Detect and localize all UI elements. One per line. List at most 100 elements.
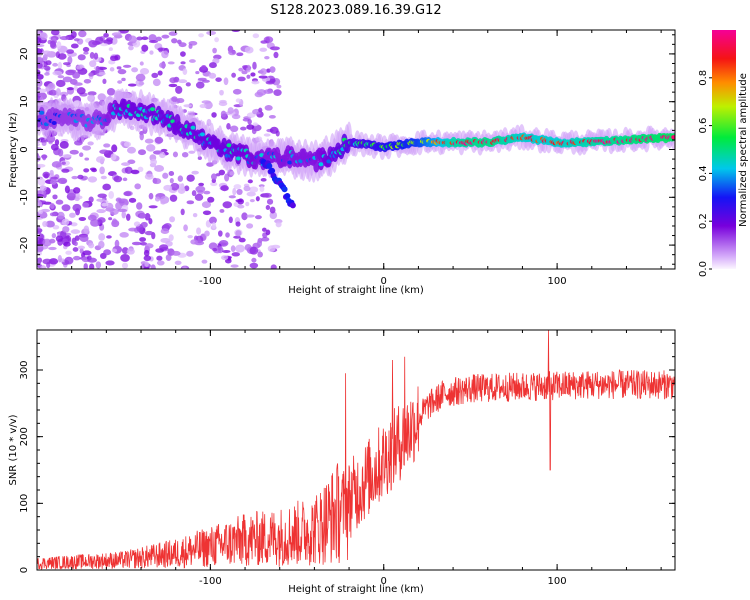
spectrogram-noise-blob (48, 89, 58, 96)
spectrogram-noise-blob (211, 112, 217, 118)
spectrogram-noise-blob (57, 61, 63, 70)
spectrogram-noise-blob (37, 62, 43, 69)
spectrogram-noise-blob (210, 173, 217, 181)
spectrogram-noise-blob (131, 67, 139, 73)
spectrogram-noise-blob (40, 265, 47, 269)
spectrogram-noise-blob (52, 70, 63, 76)
spectrogram-noise-blob (246, 124, 255, 130)
spectrogram-noise-blob (95, 261, 102, 269)
spectrogram-noise-blob (167, 61, 175, 65)
spectrogram-noise-blob (70, 222, 78, 227)
spectrogram-ridge-peak (149, 107, 155, 112)
spectrogram-noise-blob (40, 208, 51, 213)
spectrogram-noise-blob (72, 247, 79, 252)
spectrogram-noise-blob (78, 216, 87, 221)
snr-y-tick-label: 200 (19, 427, 30, 446)
spectrogram-noise-blob (185, 82, 191, 87)
spectrogram-noise-blob (161, 50, 169, 59)
spectrogram-noise-blob (175, 85, 183, 94)
spectrogram-noise-blob (265, 80, 275, 85)
spectrogram-noise-blob (89, 60, 97, 68)
spectrogram-noise-blob (178, 79, 188, 84)
spectrogram-noise-blob (95, 65, 100, 74)
spectrogram-noise-blob (73, 82, 83, 86)
colorbar-ticks: 0.0 0.2 0.4 0.6 0.8 (698, 70, 712, 277)
spectrogram-noise-blob (103, 143, 111, 148)
spectrogram-noise-blob (44, 65, 51, 71)
spectrogram-noise-blob (188, 150, 196, 154)
spectrogram-ridge-peak (235, 156, 241, 161)
spectrogram-noise-blob (151, 72, 159, 79)
spectrogram-noise-blob (235, 230, 242, 237)
spectrogram-noise-blob (49, 169, 54, 176)
spectrogram-noise-blob (206, 30, 217, 36)
spectrogram-noise-blob (269, 206, 276, 214)
spectrogram-noise-blob (232, 88, 242, 95)
spectrogram-noise-blob (41, 139, 49, 143)
spectrogram-noise-blob (264, 55, 270, 60)
spectrogram-noise-blob (51, 30, 60, 36)
colorbar: 0.0 0.2 0.4 0.6 0.8 Normalized spectral ampl… (698, 30, 749, 277)
spectrogram-noise-blob (67, 56, 73, 65)
spectrogram-noise-blob (51, 233, 57, 239)
spectrogram-noise-blob (149, 50, 154, 55)
spectrogram-noise-blob (64, 256, 74, 265)
spectrogram-noise-blob (83, 51, 89, 55)
spectrogram-noise-blob (45, 60, 52, 66)
spectrogram-noise-blob (49, 202, 55, 210)
figure-title: S128.2023.089.16.39.G12 (270, 3, 441, 18)
snr-y-tick-label: 300 (19, 360, 30, 379)
spectrogram-noise-blob (71, 175, 79, 180)
spectrogram-noise-blob (160, 200, 166, 205)
spectrogram-noise-blob (99, 166, 105, 175)
spectrogram-noise-blob (148, 205, 158, 209)
spectrogram-noise-blob (37, 57, 44, 64)
spectrogram-noise-blob (269, 211, 278, 220)
spectrogram-noise-blob (159, 152, 166, 159)
spectrogram-noise-blob (57, 75, 65, 79)
spectrogram-noise-blob (233, 235, 241, 239)
spectrogram-noise-blob (37, 48, 43, 55)
spectrogram-noise-blob (181, 151, 189, 158)
spectrogram-noise-blob (182, 68, 188, 75)
spectrogram-noise-blob (90, 218, 100, 227)
spectrogram-noise-blob (180, 208, 185, 216)
spectrogram-noise-blob (108, 190, 114, 199)
spectrogram-noise-blob (180, 51, 186, 57)
spectrogram-noise-blob (88, 196, 94, 203)
spectrogram-noise-blob (95, 156, 105, 163)
spectrogram-noise-blob (57, 255, 62, 263)
spectrogram-noise-blob (144, 213, 151, 221)
spectrogram-noise-blob (50, 176, 59, 180)
spectrogram-noise-blob (87, 257, 97, 263)
spectrogram-noise-blob (252, 61, 257, 70)
spectrogram-noise-blob (246, 191, 256, 197)
spectrogram-noise-blob (263, 89, 274, 94)
spectrogram-noise-blob (52, 194, 58, 200)
spectrogram-y-tick-label: 20 (19, 48, 30, 61)
spectrogram-noise-blob (168, 83, 178, 88)
spectrogram-noise-blob (188, 59, 196, 63)
spectrogram-noise-blob (212, 247, 218, 252)
snr-y-tick-label: 100 (19, 494, 30, 513)
spectrogram-noise-blob (52, 225, 60, 230)
spectrogram-noise-blob (101, 202, 109, 207)
snr-series-line (37, 330, 675, 570)
spectrogram-noise-blob (83, 263, 88, 269)
spectrogram-noise-blob (202, 79, 210, 83)
spectrogram-noise-blob (238, 237, 246, 243)
spectrogram-noise-blob (100, 43, 109, 47)
spectrogram-noise-blob (87, 141, 94, 146)
spectrogram-noise-blob (37, 142, 41, 147)
spectrogram-noise-blob (61, 161, 66, 165)
spectrogram-noise-blob (217, 246, 224, 254)
spectrogram-noise-blob (210, 181, 218, 187)
spectrogram-noise-blob (97, 93, 106, 101)
spectrogram-noise-blob (228, 195, 236, 199)
spectrogram-noise-blob (139, 242, 148, 246)
spectrogram-noise-blob (223, 77, 229, 86)
spectrogram-noise-blob (231, 113, 241, 120)
spectrogram-noise-blob (222, 249, 231, 253)
spectrogram-noise-blob (188, 43, 193, 49)
spectrogram-noise-blob (146, 144, 156, 152)
